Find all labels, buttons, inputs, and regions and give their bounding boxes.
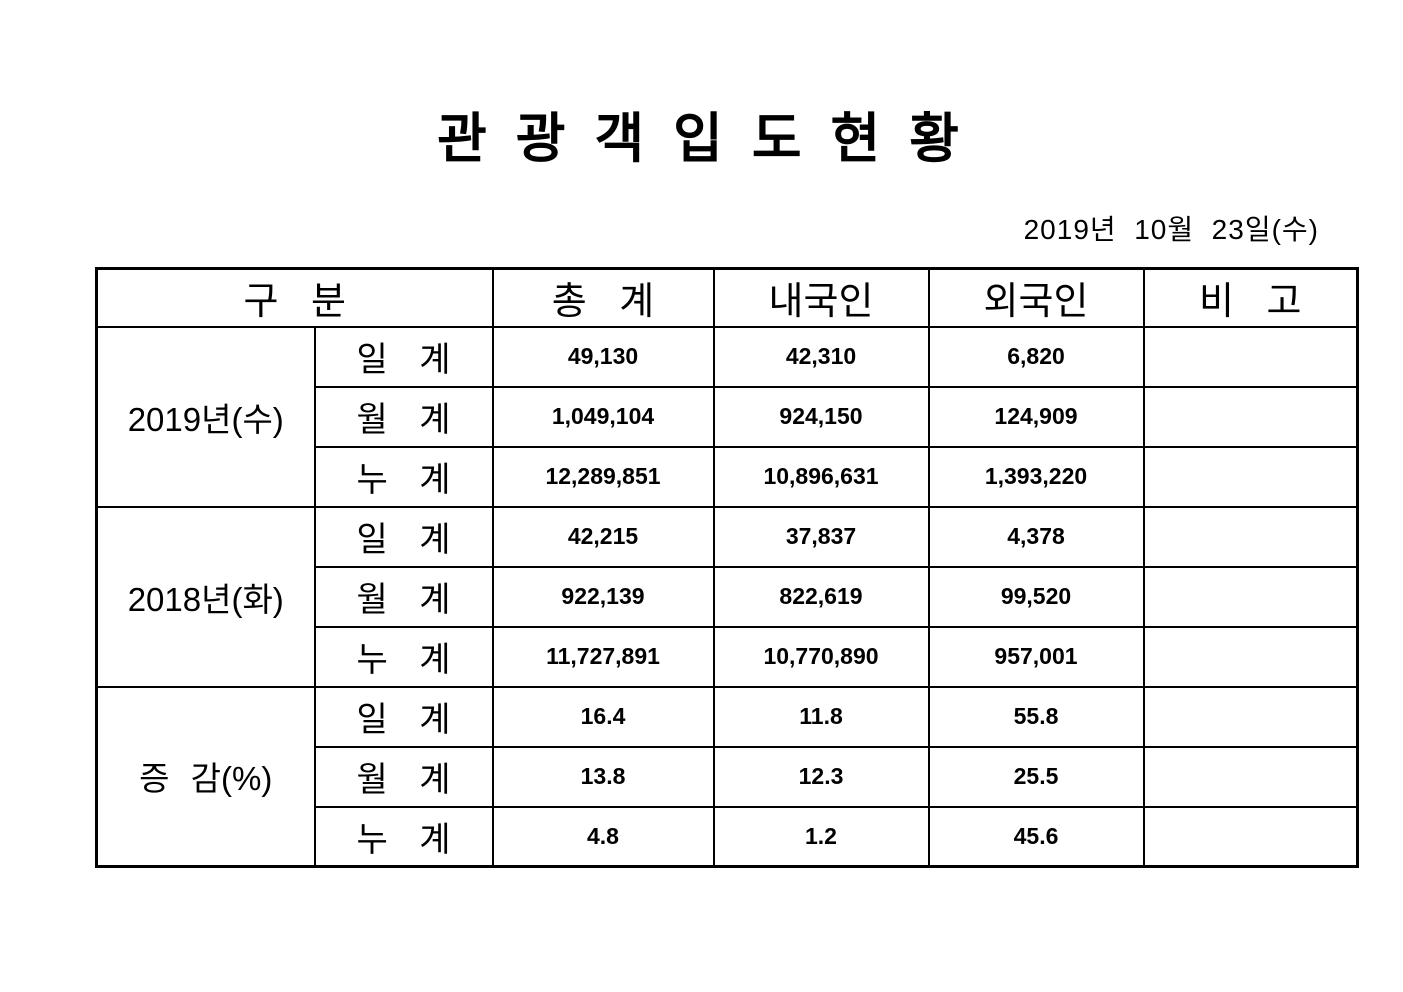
cell-domestic: 12.3: [712, 745, 930, 808]
header-category: 구 분: [95, 267, 494, 328]
cell-total: 11,727,891: [491, 625, 715, 688]
cell-total: 42,215: [491, 505, 715, 568]
table-row: 월 계 13.8 12.3 25.5: [97, 745, 1359, 808]
cell-foreign: 25.5: [927, 745, 1145, 808]
cell-foreign: 6,820: [927, 325, 1145, 388]
row-label-daily: 일 계: [313, 505, 494, 568]
cell-remarks: [1142, 565, 1359, 628]
cell-foreign: 957,001: [927, 625, 1145, 688]
header-domestic: 내국인: [712, 267, 930, 328]
cell-foreign: 124,909: [927, 385, 1145, 448]
group-label-2019: 2019년(수): [95, 325, 316, 508]
cell-remarks: [1142, 625, 1359, 688]
row-label-cumulative: 누 계: [313, 445, 494, 508]
header-total: 총 계: [491, 267, 715, 328]
cell-domestic: 924,150: [712, 385, 930, 448]
cell-total: 13.8: [491, 745, 715, 808]
tourist-arrival-table: 구 분 총 계 내국인 외국인 비 고 2019년(수) 일 계 49,130 …: [95, 267, 1359, 868]
cell-remarks: [1142, 325, 1359, 388]
cell-domestic: 37,837: [712, 505, 930, 568]
cell-total: 16.4: [491, 685, 715, 748]
table-row: 증 감(%) 일 계 16.4 11.8 55.8: [95, 685, 1359, 868]
table-row: 월 계 1,049,104 924,150 124,909: [97, 385, 1359, 448]
page-title: 관 광 객 입 도 현 황: [437, 109, 966, 169]
table-row: 월 계 922,139 822,619 99,520: [97, 565, 1359, 628]
cell-domestic: 1.2: [712, 805, 930, 868]
cell-total: 922,139: [491, 565, 715, 628]
row-label-cumulative: 누 계: [313, 625, 494, 688]
row-label-monthly: 월 계: [313, 745, 494, 808]
cell-remarks: [1142, 385, 1359, 448]
cell-foreign: 4,378: [927, 505, 1145, 568]
cell-remarks: [1142, 805, 1359, 868]
table-row: 누 계 12,289,851 10,896,631 1,393,220: [97, 445, 1359, 508]
cell-domestic: 10,770,890: [712, 625, 930, 688]
cell-foreign: 45.6: [927, 805, 1145, 868]
cell-domestic: 42,310: [712, 325, 930, 388]
cell-total: 1,049,104: [491, 385, 715, 448]
cell-foreign: 99,520: [927, 565, 1145, 628]
cell-domestic: 11.8: [712, 685, 930, 748]
row-label-monthly: 월 계: [313, 385, 494, 448]
group-label-change-pct: 증 감(%): [95, 685, 316, 868]
cell-domestic: 822,619: [712, 565, 930, 628]
row-label-daily: 일 계: [313, 325, 494, 388]
cell-remarks: [1142, 445, 1359, 508]
group-label-2018: 2018년(화): [95, 505, 316, 688]
table-row: 누 계 4.8 1.2 45.6: [97, 805, 1359, 868]
header-remarks: 비 고: [1142, 267, 1359, 328]
cell-remarks: [1142, 745, 1359, 808]
header-row: 구 분 총 계 내국인 외국인 비 고: [95, 267, 1359, 328]
row-label-daily: 일 계: [313, 685, 494, 748]
row-label-monthly: 월 계: [313, 565, 494, 628]
cell-remarks: [1142, 685, 1359, 748]
cell-foreign: 55.8: [927, 685, 1145, 748]
table-row: 2018년(화) 일 계 42,215 37,837 4,378: [95, 505, 1359, 688]
header-foreign: 외국인: [927, 267, 1145, 328]
cell-remarks: [1142, 505, 1359, 568]
cell-total: 49,130: [491, 325, 715, 388]
row-label-cumulative: 누 계: [313, 805, 494, 868]
cell-total: 12,289,851: [491, 445, 715, 508]
report-date: 2019년 10월 23일(수): [1023, 214, 1319, 245]
cell-total: 4.8: [491, 805, 715, 868]
table-row: 2019년(수) 일 계 49,130 42,310 6,820: [95, 325, 1359, 508]
cell-domestic: 10,896,631: [712, 445, 930, 508]
table-row: 누 계 11,727,891 10,770,890 957,001: [97, 625, 1359, 688]
cell-foreign: 1,393,220: [927, 445, 1145, 508]
